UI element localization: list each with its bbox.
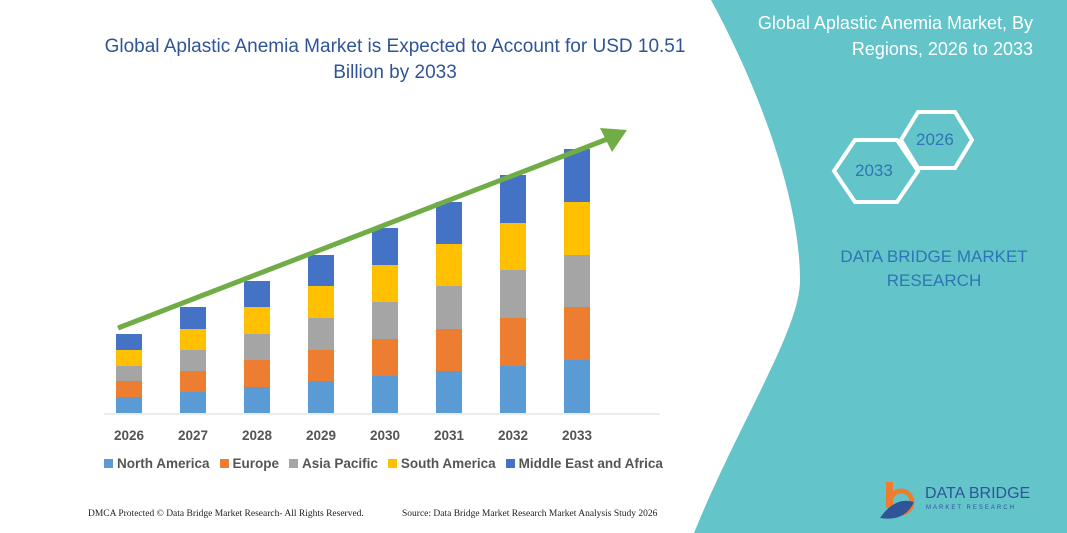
bar-segment-2032-4 — [500, 175, 526, 223]
bar-segment-2027-2 — [180, 350, 206, 371]
brand-text: DATA BRIDGE MARKET RESEARCH — [840, 247, 1028, 290]
x-tick-label: 2033 — [562, 428, 593, 443]
bar-segment-2029-0 — [308, 381, 334, 413]
bar-segment-2027-4 — [180, 307, 206, 329]
legend-swatch — [289, 459, 299, 468]
logo-text: DATA BRIDGE — [925, 485, 1031, 502]
bar-segment-2030-1 — [372, 339, 398, 376]
bar-segment-2033-3 — [564, 202, 590, 255]
x-tick-label: 2032 — [498, 428, 528, 443]
legend-item: South America — [387, 456, 496, 471]
bar-segment-2029-1 — [308, 350, 334, 381]
hex-2026-label: 2026 — [916, 130, 954, 149]
bar-segment-2028-2 — [244, 334, 270, 360]
legend: North America Europe Asia Pacific South Ame… — [104, 456, 663, 471]
bar-segment-2026-1 — [116, 381, 142, 397]
bar-segment-2028-0 — [244, 387, 270, 413]
bar-segment-2033-1 — [564, 307, 590, 360]
bar-segment-2030-3 — [372, 265, 398, 302]
bar-segment-2026-0 — [116, 397, 142, 413]
hexagon-2026 — [898, 110, 975, 170]
legend-label: South America — [400, 456, 496, 471]
bar-segment-2027-0 — [180, 392, 206, 413]
bar-segment-2031-0 — [436, 371, 462, 413]
source-text: Source: Data Bridge Market Research Mark… — [402, 509, 658, 519]
x-tick-label: 2027 — [178, 428, 208, 443]
logo-subtext: MARKET RESEARCH — [926, 505, 1016, 511]
legend-label: North America — [117, 456, 210, 471]
bar-segment-2026-4 — [116, 334, 142, 350]
panel-title: Global Aplastic Anemia Market, By Region… — [757, 13, 1033, 59]
x-tick-label: 2028 — [242, 428, 273, 443]
bar-segment-2033-0 — [564, 360, 590, 413]
legend-label: Asia Pacific — [302, 456, 378, 471]
bar-segment-2029-4 — [308, 255, 334, 286]
bar-segment-2032-0 — [500, 366, 526, 413]
legend-swatch — [387, 459, 397, 468]
bar-segment-2031-4 — [436, 202, 462, 244]
trend-arrow-head-icon — [600, 128, 627, 152]
bar-segment-2028-4 — [244, 281, 270, 307]
hexagon-2033 — [831, 138, 921, 204]
stacked-bar-chart: 2026 2027 2028 2029 2030 2031 2032 2033 — [104, 128, 660, 443]
bar-segment-2032-1 — [500, 318, 526, 366]
legend-item: Europe — [219, 456, 280, 471]
bar-segment-2030-0 — [372, 376, 398, 413]
legend-swatch — [104, 459, 113, 468]
bar-segment-2027-1 — [180, 371, 206, 392]
bar-segment-2030-4 — [372, 228, 398, 265]
teal-panel — [694, 0, 1067, 533]
bar-segment-2033-2 — [564, 255, 590, 307]
trend-arrow-line — [117, 135, 611, 331]
x-tick-label: 2029 — [306, 428, 336, 443]
x-tick-label: 2026 — [114, 428, 145, 443]
bar-segment-2032-2 — [500, 270, 526, 318]
bar-segment-2031-2 — [436, 286, 462, 329]
legend-item: Middle East and Africa — [505, 456, 663, 471]
legend-item: North America — [104, 456, 210, 471]
legend-swatch — [505, 459, 515, 468]
chart-title: Global Aplastic Anemia Market is Expecte… — [104, 36, 686, 83]
legend-label: Europe — [232, 456, 280, 471]
bar-segment-2031-1 — [436, 329, 462, 371]
legend-swatch — [219, 459, 229, 468]
bar-segment-2032-3 — [500, 223, 526, 270]
bar-segment-2028-1 — [244, 360, 270, 387]
x-tick-label: 2031 — [434, 428, 465, 443]
legend-label: Middle East and Africa — [518, 456, 663, 471]
logo-icon — [880, 482, 915, 519]
bar-segment-2026-3 — [116, 350, 142, 366]
bar-segment-2029-2 — [308, 318, 334, 350]
copyright-text: DMCA Protected © Data Bridge Market Rese… — [88, 509, 364, 519]
legend-item: Asia Pacific — [289, 456, 378, 471]
bar-segment-2029-3 — [308, 286, 334, 318]
x-tick-label: 2030 — [370, 428, 400, 443]
bar-segment-2028-3 — [244, 307, 270, 334]
bar-segment-2031-3 — [436, 244, 462, 286]
bar-segment-2030-2 — [372, 302, 398, 339]
hex-2033-label: 2033 — [855, 161, 893, 180]
bar-segment-2027-3 — [180, 329, 206, 350]
bar-segment-2026-2 — [116, 366, 142, 381]
bar-segment-2033-4 — [564, 149, 590, 202]
